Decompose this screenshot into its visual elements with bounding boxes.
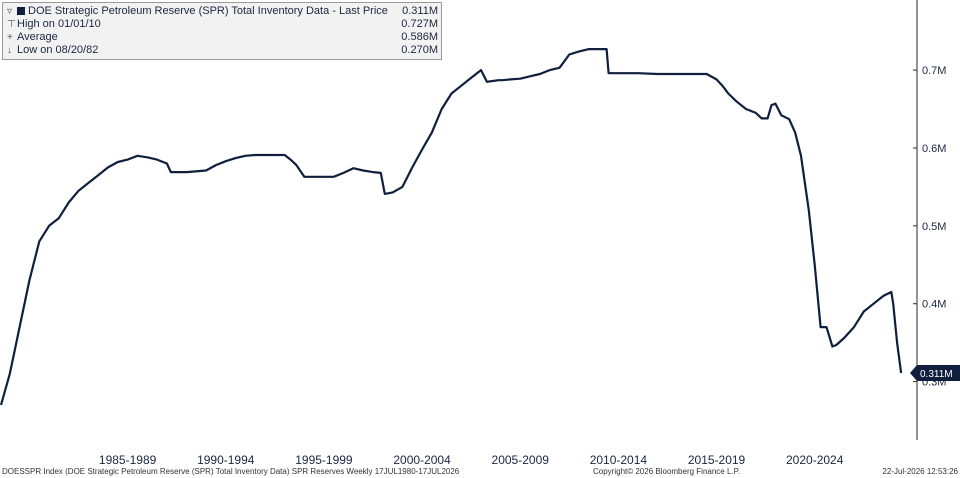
legend-low-value: 0.270M: [401, 44, 438, 56]
series-swatch-icon: [17, 7, 25, 15]
legend-series-value: 0.311M: [402, 5, 438, 17]
x-tick-label: 2015-2019: [688, 453, 746, 467]
chart-legend: ▿ DOE Strategic Petroleum Reserve (SPR) T…: [2, 2, 442, 60]
legend-series-row: ▿ DOE Strategic Petroleum Reserve (SPR) T…: [7, 5, 438, 18]
x-tick-label: 2020-2024: [786, 453, 844, 467]
legend-series-label: DOE Strategic Petroleum Reserve (SPR) To…: [28, 5, 388, 17]
y-axis-ticks: 0.3M0.4M0.5M0.6M0.7M: [913, 65, 946, 389]
x-tick-label: 1985-1989: [99, 453, 157, 467]
legend-high-value: 0.727M: [401, 18, 438, 30]
legend-high-label: High on 01/01/10: [17, 18, 101, 30]
x-tick-label: 2010-2014: [590, 453, 648, 467]
legend-high-row: ⊤High on 01/01/10 0.727M: [7, 18, 438, 31]
y-tick-label: 0.6M: [922, 143, 946, 155]
y-tick-label: 0.5M: [922, 221, 946, 233]
legend-average-value: 0.586M: [401, 31, 438, 43]
series-line-spr-inventory: [0, 48, 903, 406]
low-marker-icon: ↓: [7, 45, 12, 56]
legend-average-label: Average: [17, 31, 58, 43]
legend-low-label: Low on 08/20/82: [17, 44, 99, 56]
footer-source: DOESSPR Index (DOE Strategic Petroleum R…: [2, 467, 460, 476]
legend-average-row: + Average 0.586M: [7, 31, 438, 44]
legend-expand-icon: ▿: [7, 6, 13, 17]
x-tick-label: 1995-1999: [295, 453, 353, 467]
footer-timestamp: 22-Jul-2026 12:53:26: [882, 467, 958, 476]
y-tick-label: 0.7M: [922, 65, 946, 77]
last-price-label: 0.311M: [920, 369, 953, 380]
legend-low-row: ↓ Low on 08/20/82 0.270M: [7, 44, 438, 57]
average-marker-icon: +: [7, 32, 13, 43]
x-tick-label: 2000-2004: [393, 453, 451, 467]
y-tick-label: 0.4M: [922, 299, 946, 311]
last-price-tag: 0.311M: [910, 365, 960, 382]
footer-copyright: Copyright© 2026 Bloomberg Finance L.P.: [593, 467, 741, 476]
x-axis-ticks: 1985-1989 1990-1994 1995-1999 2000-2004 2005…: [99, 453, 844, 467]
x-tick-label: 1990-1994: [197, 453, 255, 467]
x-tick-label: 2005-2009: [492, 453, 550, 467]
high-marker-icon: ⊤: [7, 19, 16, 30]
